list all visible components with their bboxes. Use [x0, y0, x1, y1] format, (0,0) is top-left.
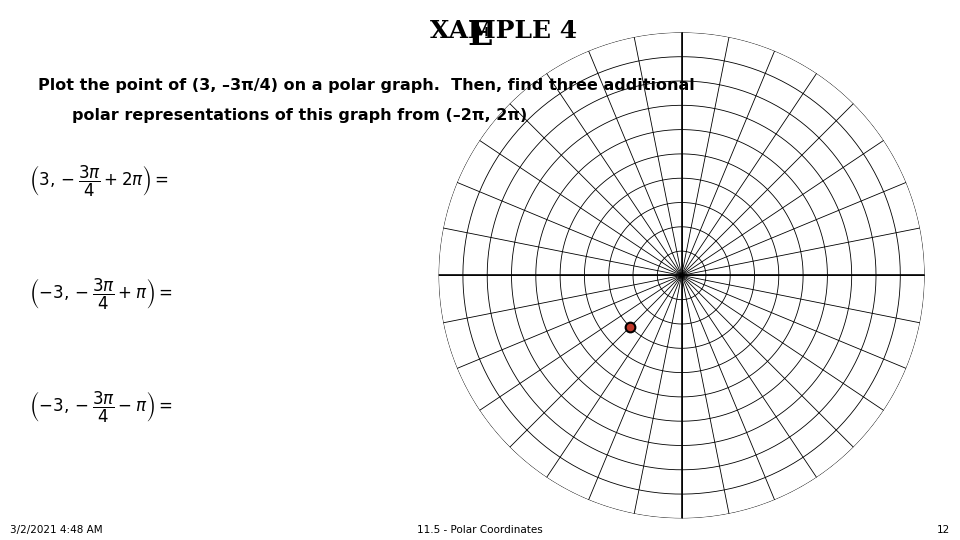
Text: $\left(-3, \dfrac{\pi}{4}\right)$: $\left(-3, \dfrac{\pi}{4}\right)$ [276, 285, 343, 318]
Text: 12: 12 [937, 524, 950, 535]
Text: Plot the point of (3, –3π/4) on a polar graph.  Then, find three additional: Plot the point of (3, –3π/4) on a polar … [38, 78, 695, 93]
Text: 3/2/2021 4:48 AM: 3/2/2021 4:48 AM [10, 524, 102, 535]
Text: 11.5 - Polar Coordinates: 11.5 - Polar Coordinates [418, 524, 542, 535]
Text: $\left(-3, -\dfrac{3\pi}{4}-\pi\right) = $: $\left(-3, -\dfrac{3\pi}{4}-\pi\right) =… [29, 390, 172, 426]
Text: $\left(3, \dfrac{5\pi}{4}\right)$: $\left(3, \dfrac{5\pi}{4}\right)$ [277, 170, 342, 206]
Text: E: E [468, 19, 492, 52]
Text: $\left(3, -\dfrac{3\pi}{4}+2\pi\right) = $: $\left(3, -\dfrac{3\pi}{4}+2\pi\right) =… [29, 163, 169, 199]
Text: $\left(-3, -\dfrac{7\pi}{4}\right)$: $\left(-3, -\dfrac{7\pi}{4}\right)$ [258, 396, 361, 433]
Text: $\left(-3, -\dfrac{3\pi}{4}+\pi\right) = $: $\left(-3, -\dfrac{3\pi}{4}+\pi\right) =… [29, 276, 172, 312]
Text: XAMPLE 4: XAMPLE 4 [430, 19, 578, 43]
Text: polar representations of this graph from (–2π, 2π): polar representations of this graph from… [72, 108, 527, 123]
